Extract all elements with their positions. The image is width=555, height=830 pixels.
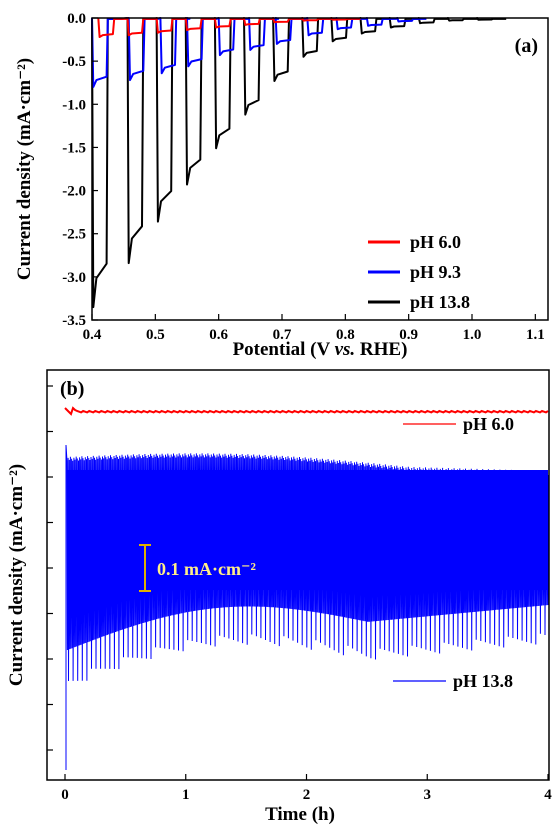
scale-bar-label: 0.1 mA·cm⁻² [157, 559, 256, 579]
panel-b-x-tick-label: 0 [61, 787, 69, 803]
panel-b-frame [46, 369, 550, 781]
panel-a-y-tick-label: -1.5 [62, 140, 86, 156]
panel-a-y-tick-label: -1.0 [62, 97, 86, 113]
panel-b-label: (b) [60, 378, 84, 400]
panel-a-ticks: 0.4 0.5 0.6 0.7 0.8 0.9 1.0 1.1 0.0 -0.5 -1.0 -1.5 -… [62, 11, 544, 343]
panel-b-legend-label: pH 6.0 [463, 414, 514, 434]
panel-a-y-tick-label: -2.5 [62, 227, 86, 243]
panel-b-legend-label: pH 13.8 [453, 671, 513, 691]
panel-a-x-axis-label: Potential (V vs. RHE) [233, 339, 408, 360]
panel-a-y-tick-label: -0.5 [62, 54, 86, 70]
panel-a-y-tick-label: -2.0 [62, 184, 86, 200]
panel-a-x-tick-label: 0.7 [273, 327, 292, 343]
panel-b: 0 1 2 3 4 (b) Time (h) Current density (mA·c… [6, 369, 552, 825]
panel-b-series-dense-region [67, 470, 548, 590]
panel-a-x-tick-label: 0.9 [399, 327, 418, 343]
panel-a-label: (a) [515, 35, 538, 57]
panel-a-series-line [97, 17, 361, 38]
panel-a-frame [91, 17, 549, 321]
panel-a-y-axis-label: Current density (mA·cm⁻²) [14, 58, 35, 280]
panel-b-ticks: 0 1 2 3 4 [47, 385, 552, 803]
panel-a-legend-label: pH 9.3 [410, 262, 461, 282]
panel-b-y-axis-label: Current density (mA·cm⁻²) [6, 464, 27, 686]
panel-a-x-tick-label: 0.6 [209, 327, 228, 343]
panel-a-y-tick-label: -3.0 [62, 270, 86, 286]
panel-b-legend: pH 6.0 pH 13.8 [393, 414, 514, 691]
panel-a-x-tick-label: 0.4 [83, 327, 102, 343]
panel-b-plot-area [64, 406, 549, 770]
panel-a-x-tick-label: 1.0 [463, 327, 482, 343]
panel-a-legend-label: pH 13.8 [410, 292, 470, 312]
panel-b-x-tick-label: 4 [544, 787, 552, 803]
panel-a-y-tick-label: -3.5 [62, 313, 86, 329]
panel-a-x-tick-label: 1.1 [526, 327, 545, 343]
panel-b-x-tick-label: 2 [303, 787, 311, 803]
panel-a-x-tick-label: 0.8 [336, 327, 355, 343]
panel-a-legend-label: pH 6.0 [410, 232, 461, 252]
panel-b-scale-bar: 0.1 mA·cm⁻² [139, 544, 256, 592]
panel-a-legend: pH 6.0 pH 9.3 pH 13.8 [368, 232, 470, 312]
panel-a-y-tick-label: 0.0 [67, 11, 86, 27]
panel-b-x-tick-label: 3 [424, 787, 432, 803]
panel-b-series-line [64, 406, 549, 416]
panel-a-x-tick-label: 0.5 [146, 327, 165, 343]
panel-b-x-axis-label: Time (h) [265, 804, 335, 825]
panel-b-x-tick-label: 1 [182, 787, 190, 803]
panel-a: 0.4 0.5 0.6 0.7 0.8 0.9 1.0 1.1 0.0 -0.5 -1.0 -1.5 -… [14, 11, 549, 360]
